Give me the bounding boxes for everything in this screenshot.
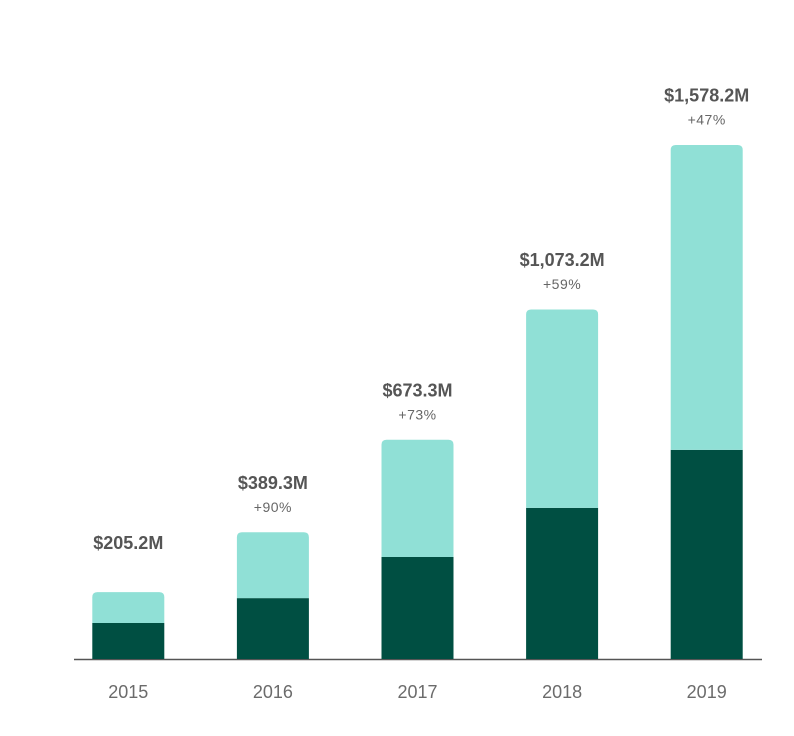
x-tick-label: 2015 [108,682,148,702]
bar-segment [526,507,599,659]
x-tick-label: 2016 [253,682,293,702]
x-tick-label: 2018 [542,682,582,702]
bar-segment [92,623,165,659]
bar-segment [381,439,454,558]
bar-segment [670,144,743,450]
bar-segment [526,309,599,508]
growth-label: +59% [543,276,581,292]
total-label: $1,073.2M [520,250,605,270]
growth-label: +90% [254,499,292,515]
total-label: $673.3M [382,380,452,400]
total-label: $205.2M [93,533,163,553]
bar-segment [670,449,743,659]
bar-segment [236,532,309,599]
x-tick-label: 2017 [397,682,437,702]
x-tick-label: 2019 [687,682,727,702]
bar-segment [236,598,309,659]
growth-label: +47% [688,112,726,128]
bar-segment [92,592,165,624]
total-label: $1,578.2M [664,86,749,106]
bar-segment [381,557,454,659]
growth-label: +73% [398,406,436,422]
total-label: $389.3M [238,473,308,493]
